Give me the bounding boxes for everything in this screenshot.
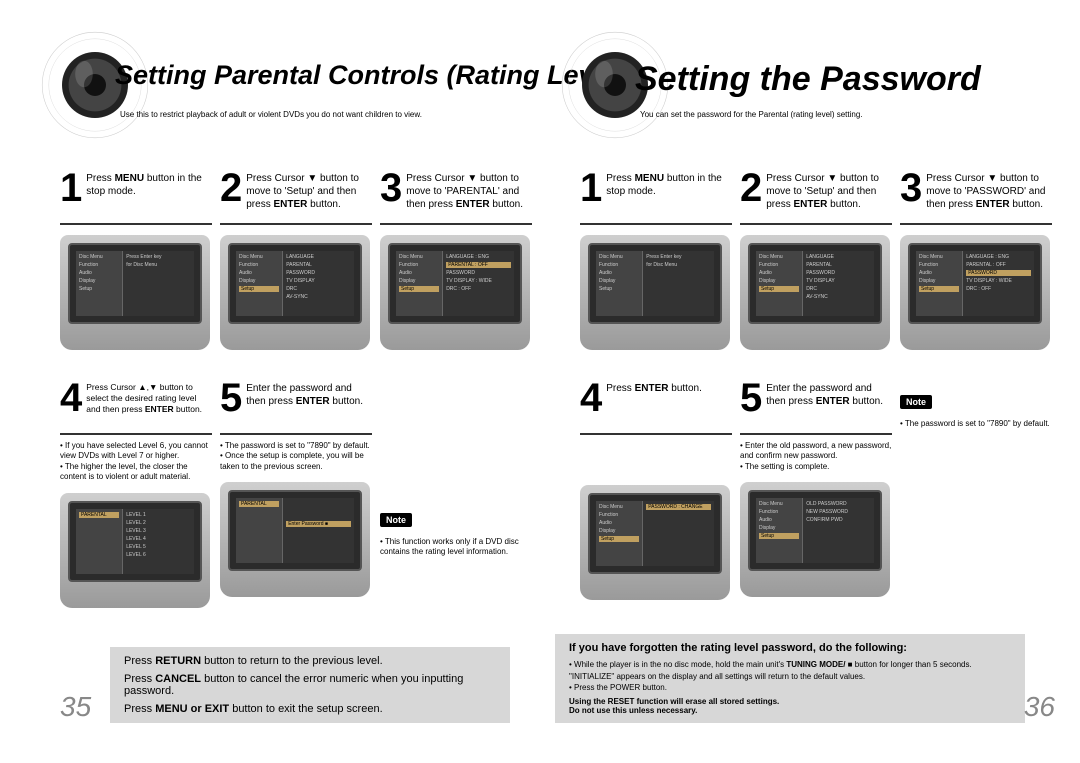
crt-screenshot: Disc MenuFunctionAudioDisplaySetup LANGU… — [740, 235, 890, 350]
step-text: Press Cursor ▲,▼ button to select the de… — [86, 380, 212, 415]
crt-screenshot: PARENTAL LEVEL 1LEVEL 2LEVEL 3LEVEL 4LEV… — [60, 493, 210, 608]
step-4: 4 Press Cursor ▲,▼ button to select the … — [60, 380, 212, 608]
step-1: 1 Press MENU button in the stop mode. Di… — [580, 170, 732, 350]
page-number: 36 — [1024, 691, 1055, 723]
crt-screenshot: Disc MenuFunctionAudioDisplaySetup LANGU… — [380, 235, 530, 350]
footer-bullets: While the player is in the no disc mode,… — [569, 659, 1011, 693]
step-bullets: If you have selected Level 6, you cannot… — [60, 441, 212, 483]
footer-line: Press CANCEL button to cancel the error … — [124, 673, 496, 697]
note-label: Note — [900, 395, 932, 409]
step-3: 3 Press Cursor ▼ button to move to 'PASS… — [900, 170, 1052, 350]
page-subtitle: Use this to restrict playback of adult o… — [120, 110, 422, 119]
footer-bar: Press RETURN button to return to the pre… — [110, 647, 510, 723]
footer-line: Press MENU or EXIT button to exit the se… — [124, 703, 496, 715]
page-right: Setting the Password You can set the pas… — [540, 0, 1080, 763]
note-block: Note This function works only if a DVD d… — [380, 380, 532, 608]
step-number: 5 — [220, 380, 242, 416]
step-4: 4 Press ENTER button. Disc MenuFunctionA… — [580, 380, 732, 600]
step-text: Press MENU button in the stop mode. — [86, 170, 212, 198]
step-number: 4 — [580, 380, 602, 416]
step-number: 4 — [60, 380, 82, 416]
page-number: 35 — [60, 691, 91, 723]
step-number: 2 — [220, 170, 242, 206]
crt-screenshot: PARENTAL Enter Password ■ — [220, 482, 370, 597]
crt-screenshot: Disc MenuFunctionAudioDisplaySetup OLD P… — [740, 482, 890, 597]
footer-warn: Using the RESET function will erase all … — [569, 697, 1011, 706]
note-bullets: This function works only if a DVD disc c… — [380, 537, 532, 558]
step-number: 2 — [740, 170, 762, 206]
step-number: 3 — [900, 170, 922, 206]
step-text: Press Cursor ▼ button to move to 'PARENT… — [406, 170, 532, 211]
step-1: 1 Press MENU button in the stop mode. Di… — [60, 170, 212, 350]
step-number: 1 — [580, 170, 602, 206]
crt-screenshot: Disc MenuFunctionAudioDisplaySetup LANGU… — [900, 235, 1050, 350]
step-text: Press Cursor ▼ button to move to 'Setup'… — [246, 170, 372, 211]
footer-warn: Do not use this unless necessary. — [569, 706, 1011, 715]
step-text: Enter the password and then press ENTER … — [766, 380, 892, 408]
crt-screenshot: Disc MenuFunctionAudioDisplaySetup Press… — [60, 235, 210, 350]
page-title: Setting the Password — [635, 60, 981, 99]
footer-bar: If you have forgotten the rating level p… — [555, 634, 1025, 723]
note-bullets: The password is set to "7890" by default… — [900, 419, 1052, 429]
footer-heading: If you have forgotten the rating level p… — [569, 642, 1011, 654]
step-bullets: The password is set to "7890" by default… — [220, 441, 372, 472]
step-2: 2 Press Cursor ▼ button to move to 'Setu… — [740, 170, 892, 350]
crt-screenshot: Disc MenuFunctionAudioDisplaySetup PASSW… — [580, 485, 730, 600]
step-text: Enter the password and then press ENTER … — [246, 380, 372, 408]
page-subtitle: You can set the password for the Parenta… — [640, 110, 863, 119]
step-text: Press MENU button in the stop mode. — [606, 170, 732, 198]
crt-screenshot: Disc MenuFunctionAudioDisplaySetup Press… — [580, 235, 730, 350]
step-5: 5 Enter the password and then press ENTE… — [220, 380, 372, 608]
step-text: Press Cursor ▼ button to move to 'PASSWO… — [926, 170, 1052, 211]
step-5: 5 Enter the password and then press ENTE… — [740, 380, 892, 600]
note-label: Note — [380, 513, 412, 527]
step-bullets: Enter the old password, a new password, … — [740, 441, 892, 472]
note-block: Note The password is set to "7890" by de… — [900, 380, 1052, 600]
step-2: 2 Press Cursor ▼ button to move to 'Setu… — [220, 170, 372, 350]
footer-line: Press RETURN button to return to the pre… — [124, 655, 496, 667]
step-number: 5 — [740, 380, 762, 416]
step-text: Press ENTER button. — [606, 380, 702, 395]
page-left: Setting Parental Controls (Rating Level)… — [0, 0, 540, 763]
step-3: 3 Press Cursor ▼ button to move to 'PARE… — [380, 170, 532, 350]
crt-screenshot: Disc MenuFunctionAudioDisplaySetup LANGU… — [220, 235, 370, 350]
step-number: 1 — [60, 170, 82, 206]
step-number: 3 — [380, 170, 402, 206]
step-text: Press Cursor ▼ button to move to 'Setup'… — [766, 170, 892, 211]
